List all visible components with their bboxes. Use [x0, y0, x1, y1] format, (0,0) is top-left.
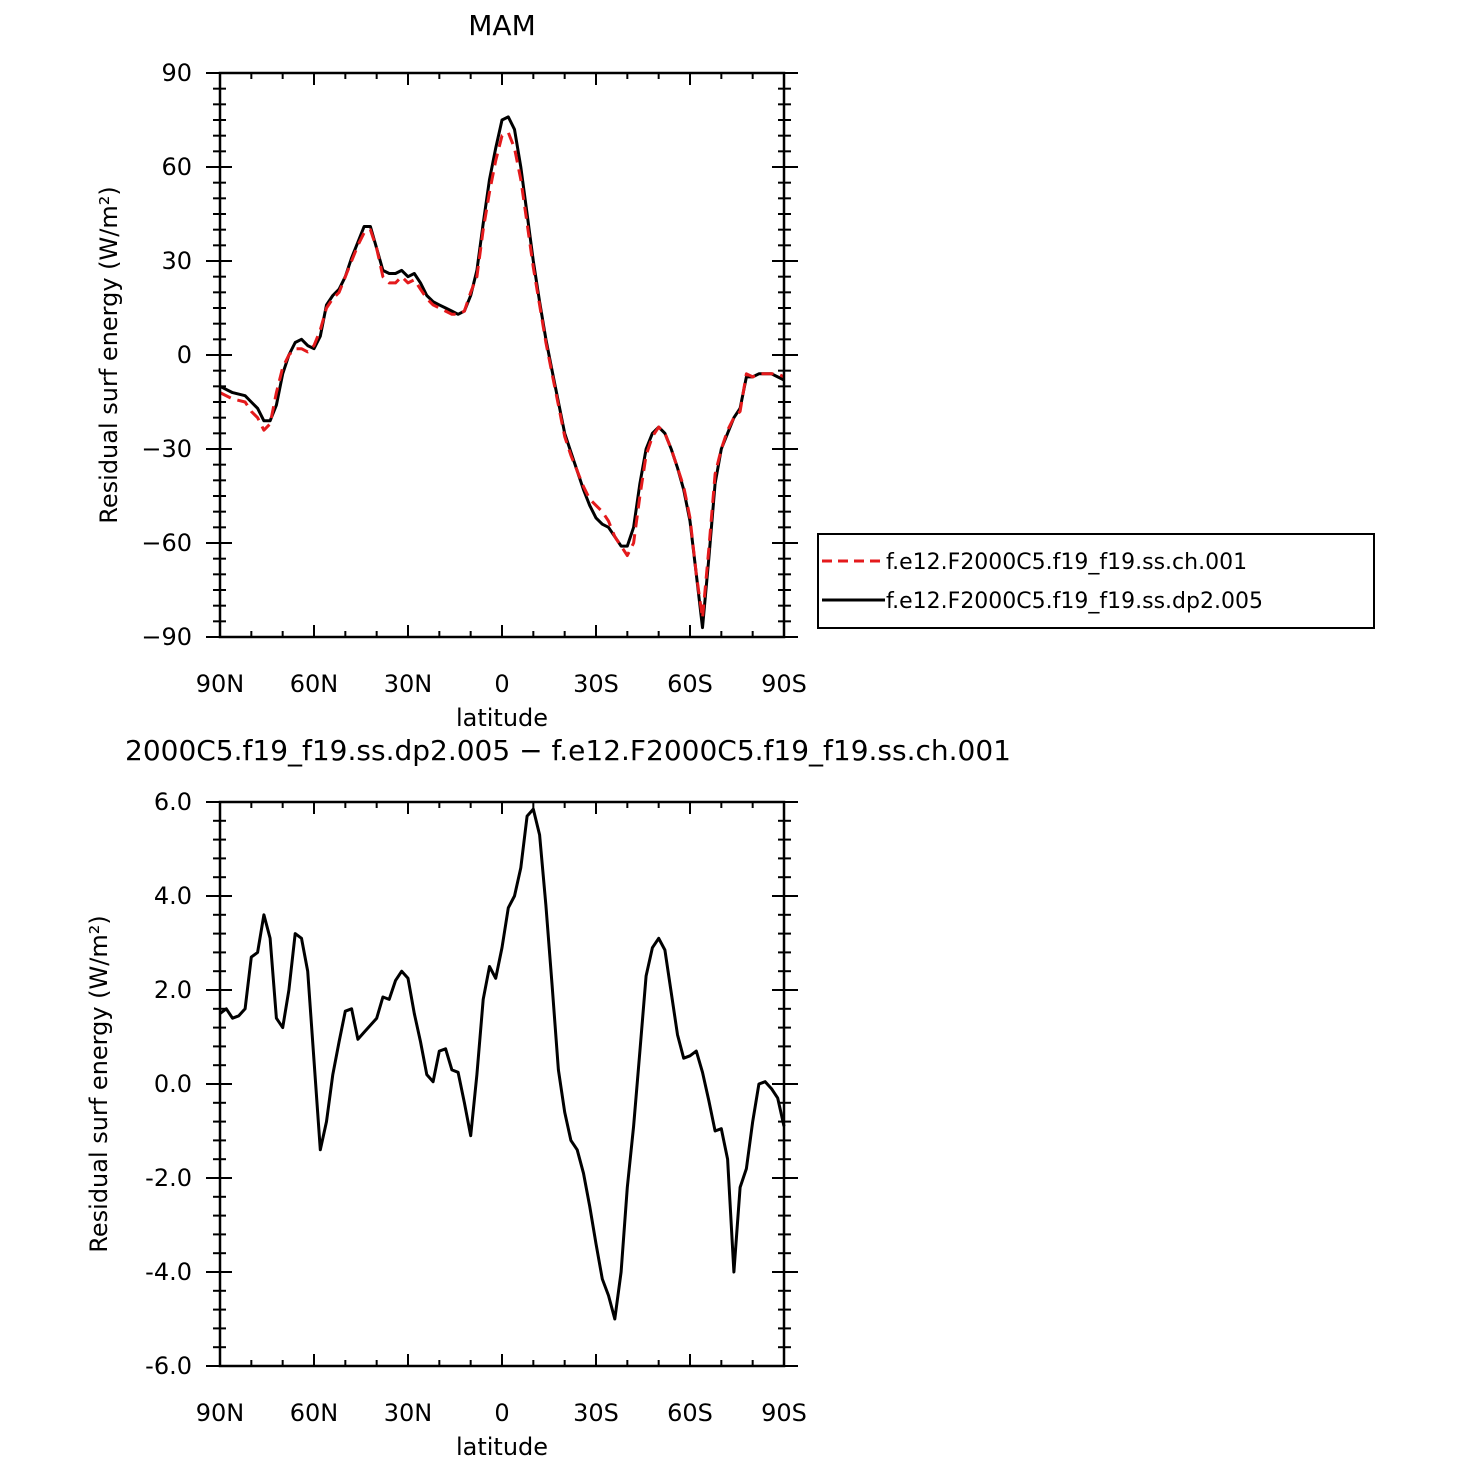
- x-tick-label: 90N: [196, 1399, 245, 1427]
- x-tick-label: 90S: [761, 1399, 807, 1427]
- series-line-ch001: [219, 131, 785, 620]
- panel-bottom-series: [219, 807, 786, 1321]
- panel-top-ticks: 90N 60N 30N 0 30S 60S 90S −90 −60 −30 0 30 60 90: [141, 59, 807, 698]
- y-tick-label: 60: [161, 153, 192, 181]
- y-tick-label: −30: [141, 435, 192, 463]
- y-tick-label: −90: [141, 623, 192, 651]
- x-tick-label: 0: [494, 670, 509, 698]
- panel-bottom-title: 2000C5.f19_f19.ss.dp2.005 − f.e12.F2000C…: [125, 734, 1011, 767]
- legend-box: [817, 533, 1375, 629]
- panel-bottom: 2000C5.f19_f19.ss.dp2.005 − f.e12.F2000C…: [85, 734, 1011, 1461]
- x-tick-label: 30N: [384, 1399, 433, 1427]
- panel-bottom-ylabel: Residual surf energy (W/m²): [85, 915, 113, 1252]
- y-tick-label: 0: [177, 341, 192, 369]
- x-tick-label: 30S: [573, 1399, 619, 1427]
- y-tick-label: -6.0: [145, 1352, 192, 1380]
- panel-top-series: [219, 115, 785, 630]
- x-tick-label: 30N: [384, 670, 433, 698]
- y-tick-label: -4.0: [145, 1258, 192, 1286]
- y-tick-label: 6.0: [154, 788, 192, 816]
- x-tick-label: 60N: [290, 1399, 339, 1427]
- y-tick-label: -2.0: [145, 1164, 192, 1192]
- y-tick-label: −60: [141, 529, 192, 557]
- x-tick-label: 60S: [667, 670, 713, 698]
- series-line-difference: [219, 807, 786, 1321]
- y-tick-label: 0.0: [154, 1070, 192, 1098]
- x-tick-label: 90S: [761, 670, 807, 698]
- y-tick-label: 90: [161, 59, 192, 87]
- panel-bottom-ticks: 90N 60N 30N 0 30S 60S 90S -6.0 -4.0 -2.0 0.0 2.0 4.0…: [145, 788, 807, 1427]
- legend: f.e12.F2000C5.f19_f19.ss.ch.001 f.e12.F2…: [817, 533, 1375, 629]
- legend-label-ch001: f.e12.F2000C5.f19_f19.ss.ch.001: [886, 550, 1247, 575]
- x-tick-label: 90N: [196, 670, 245, 698]
- panel-bottom-xlabel: latitude: [456, 1433, 548, 1461]
- legend-label-dp2005: f.e12.F2000C5.f19_f19.ss.dp2.005: [886, 589, 1263, 614]
- series-line-dp2005: [219, 115, 785, 630]
- x-tick-label: 0: [494, 1399, 509, 1427]
- x-tick-label: 60N: [290, 670, 339, 698]
- panel-top-xlabel: latitude: [456, 704, 548, 732]
- panel-bottom-frame: [218, 800, 786, 1368]
- x-tick-label: 60S: [667, 1399, 713, 1427]
- panel-top-frame: [218, 71, 786, 639]
- y-tick-label: 4.0: [154, 882, 192, 910]
- y-tick-label: 2.0: [154, 976, 192, 1004]
- y-tick-label: 30: [161, 247, 192, 275]
- panel-top-ylabel: Residual surf energy (W/m²): [95, 186, 123, 523]
- x-tick-label: 30S: [573, 670, 619, 698]
- panel-top-title: MAM: [468, 9, 535, 42]
- panel-top: MAM Residual surf energy (W/m²) latitude…: [95, 9, 807, 732]
